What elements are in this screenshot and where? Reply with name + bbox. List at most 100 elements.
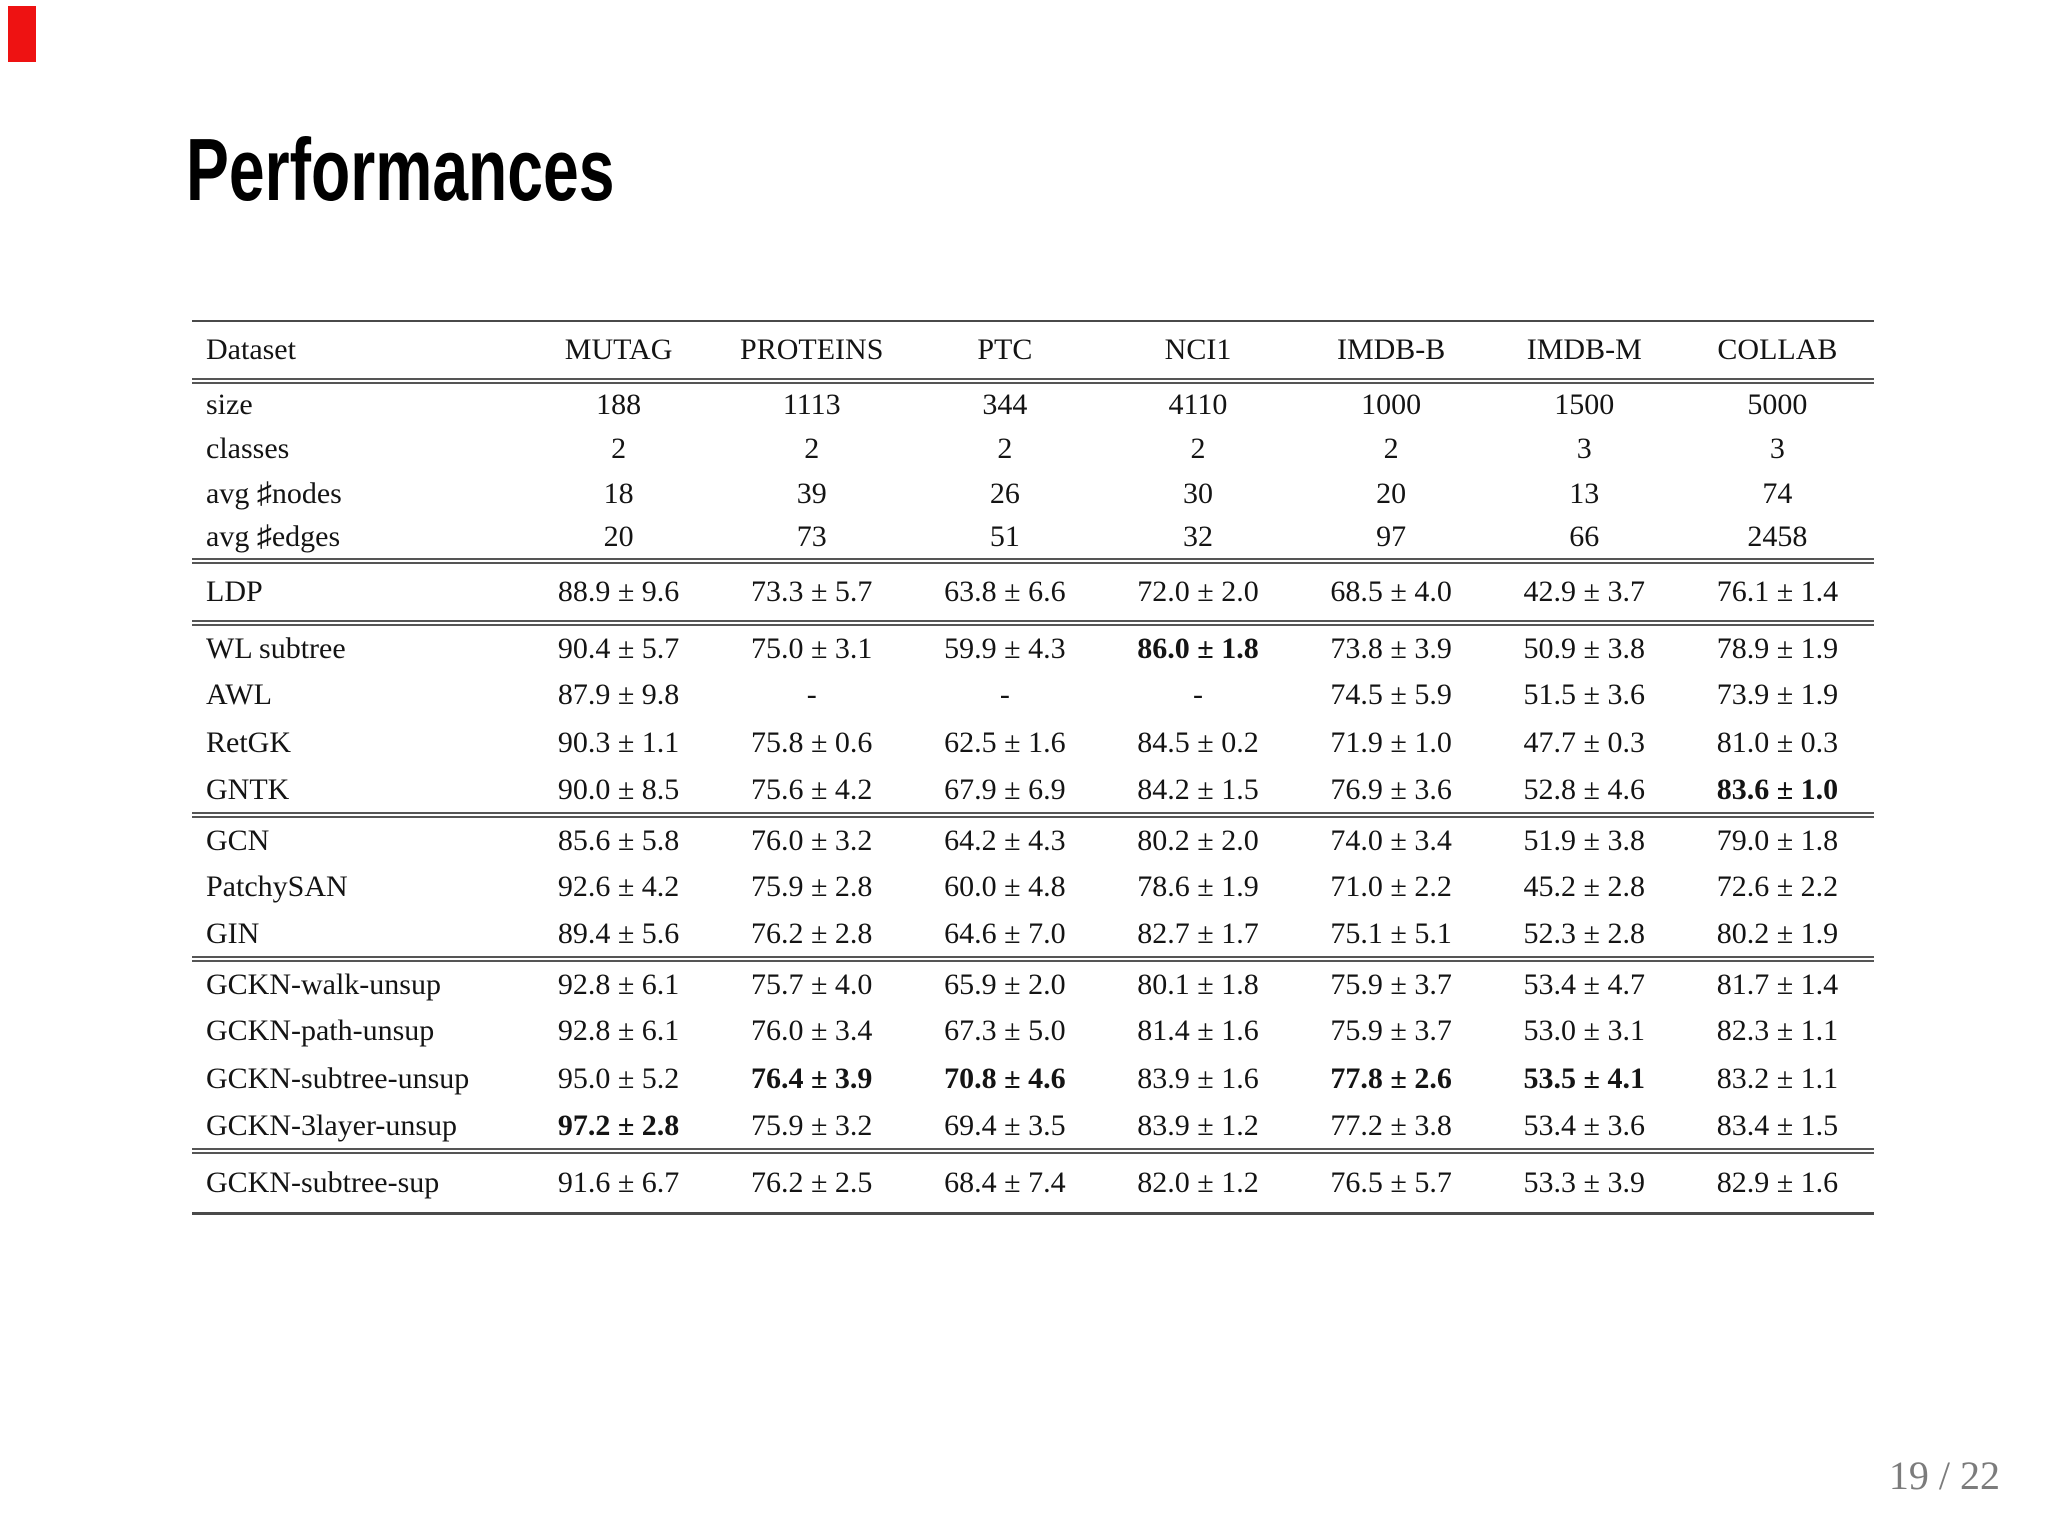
table-cell: 76.0 ± 3.2 bbox=[750, 823, 873, 857]
table-cell: 78.9 ± 1.9 bbox=[1716, 631, 1839, 665]
column-header: PROTEINS bbox=[740, 333, 884, 366]
table-cell: 5000 bbox=[1747, 388, 1808, 421]
table-cell: 80.1 ± 1.8 bbox=[1137, 967, 1259, 1001]
table-cell: 51 bbox=[989, 520, 1020, 553]
table-cell: 68.4 ± 7.4 bbox=[944, 1165, 1066, 1199]
row-label: PatchySAN bbox=[206, 870, 348, 903]
table-cell: 67.9 ± 6.9 bbox=[944, 772, 1066, 806]
table-cell: 75.9 ± 3.2 bbox=[750, 1108, 873, 1142]
table-cell: 1113 bbox=[782, 388, 841, 421]
table-cell: - bbox=[999, 678, 1010, 711]
table-cell: 92.8 ± 6.1 bbox=[557, 1014, 680, 1047]
table-cell: 69.4 ± 3.5 bbox=[944, 1108, 1066, 1142]
table-cell: 2 bbox=[1190, 431, 1206, 465]
table-cell: 76.4 ± 3.9 bbox=[750, 1062, 873, 1095]
results-table: Dataset MUTAG PROTEINS PTC NCI1 IMDB-B IMDB-M C… bbox=[192, 320, 1874, 1215]
table-cell: 90.4 ± 5.7 bbox=[557, 631, 680, 665]
table-cell: 71.0 ± 2.2 bbox=[1330, 870, 1452, 903]
table-cell: 83.9 ± 1.2 bbox=[1137, 1108, 1259, 1142]
table-cell: 4110 bbox=[1168, 388, 1228, 421]
table-cell: 62.5 ± 1.6 bbox=[944, 726, 1066, 759]
column-header: MUTAG bbox=[564, 333, 673, 366]
table-cell: 97 bbox=[1376, 520, 1407, 553]
table-cell: 63.8 ± 6.6 bbox=[944, 575, 1066, 608]
table-cell: 87.9 ± 9.8 bbox=[557, 678, 680, 711]
table-cell: 86.0 ± 1.8 bbox=[1137, 631, 1259, 665]
table-cell: 72.0 ± 2.0 bbox=[1137, 575, 1259, 608]
row-label: GNTK bbox=[206, 772, 290, 806]
table-cell: 2 bbox=[1383, 431, 1399, 465]
table-cell: 3 bbox=[1576, 431, 1592, 465]
header-row: Dataset MUTAG PROTEINS PTC NCI1 IMDB-B IMDB-M C… bbox=[192, 321, 1874, 381]
table-cell: 188 bbox=[596, 388, 642, 421]
table-row: GCKN-subtree-unsup 95.0 ± 5.2 76.4 ± 3.9 70… bbox=[192, 1055, 1874, 1103]
table-cell: 74 bbox=[1762, 476, 1793, 510]
table-row: RetGK 90.3 ± 1.1 75.8 ± 0.6 62.5 ± 1.6 84.5 … bbox=[192, 719, 1874, 767]
table-cell: 81.7 ± 1.4 bbox=[1716, 967, 1839, 1001]
table-cell: 82.3 ± 1.1 bbox=[1716, 1014, 1839, 1047]
table-cell: 20 bbox=[1376, 476, 1407, 510]
row-label: AWL bbox=[206, 678, 272, 711]
table-cell: 74.5 ± 5.9 bbox=[1330, 678, 1452, 711]
table-cell: 72.6 ± 2.2 bbox=[1716, 870, 1839, 903]
table-cell: 83.4 ± 1.5 bbox=[1716, 1108, 1839, 1142]
table-cell: 82.0 ± 1.2 bbox=[1137, 1165, 1259, 1199]
table-cell: 53.3 ± 3.9 bbox=[1523, 1165, 1645, 1199]
column-header: NCI1 bbox=[1164, 333, 1232, 366]
row-label: avg ♯edges bbox=[206, 520, 341, 553]
table-cell: 65.9 ± 2.0 bbox=[944, 967, 1066, 1001]
table-cell: 45.2 ± 2.8 bbox=[1523, 870, 1645, 903]
table-cell: 73.3 ± 5.7 bbox=[750, 575, 873, 608]
table-cell: 92.8 ± 6.1 bbox=[557, 967, 680, 1001]
row-label: GIN bbox=[206, 916, 260, 950]
column-header: COLLAB bbox=[1717, 333, 1838, 366]
table-row: avg ♯edges 20 73 51 32 97 66 2458 bbox=[192, 516, 1874, 561]
table-cell: 70.8 ± 4.6 bbox=[944, 1062, 1066, 1095]
table-cell: 75.9 ± 3.7 bbox=[1330, 967, 1452, 1001]
table-cell: 76.5 ± 5.7 bbox=[1330, 1165, 1452, 1199]
table-row: WL subtree 90.4 ± 5.7 75.0 ± 3.1 59.9 ± 4.3… bbox=[192, 623, 1874, 671]
table-cell: 76.2 ± 2.5 bbox=[750, 1165, 873, 1199]
table-cell: 20 bbox=[603, 520, 634, 553]
table-cell: 32 bbox=[1182, 520, 1213, 553]
table-row: GNTK 90.0 ± 8.5 75.6 ± 4.2 67.9 ± 6.9 84.2 ±… bbox=[192, 767, 1874, 815]
row-label: GCKN-subtree-sup bbox=[206, 1165, 440, 1199]
table-cell: 64.6 ± 7.0 bbox=[944, 916, 1066, 950]
table-cell: 83.6 ± 1.0 bbox=[1716, 772, 1839, 806]
table-cell: 77.8 ± 2.6 bbox=[1330, 1062, 1452, 1095]
table-cell: - bbox=[806, 678, 817, 711]
table-cell: 76.2 ± 2.8 bbox=[750, 916, 873, 950]
table-cell: 53.4 ± 3.6 bbox=[1523, 1108, 1645, 1142]
table-cell: 39 bbox=[796, 476, 827, 510]
table-cell: 51.5 ± 3.6 bbox=[1523, 678, 1645, 711]
row-label: WL subtree bbox=[206, 631, 346, 665]
table-row: GCKN-walk-unsup 92.8 ± 6.1 75.7 ± 4.0 65.9 … bbox=[192, 959, 1874, 1007]
table-cell: 74.0 ± 3.4 bbox=[1330, 823, 1452, 857]
table-cell: 66 bbox=[1569, 520, 1600, 553]
table-cell: 97.2 ± 2.8 bbox=[557, 1108, 680, 1142]
table-cell: 78.6 ± 1.9 bbox=[1137, 870, 1259, 903]
table-cell: 59.9 ± 4.3 bbox=[944, 631, 1066, 665]
table-cell: 53.0 ± 3.1 bbox=[1523, 1014, 1645, 1047]
table-cell: 84.5 ± 0.2 bbox=[1137, 726, 1259, 759]
table-cell: 79.0 ± 1.8 bbox=[1716, 823, 1839, 857]
table-row: AWL 87.9 ± 9.8 - - - 74.5 ± 5.9 51.5 ± 3.6 73.9… bbox=[192, 671, 1874, 719]
table-cell: 90.0 ± 8.5 bbox=[557, 772, 680, 806]
performance-table: Dataset MUTAG PROTEINS PTC NCI1 IMDB-B IMDB-M C… bbox=[192, 320, 1874, 1215]
table-cell: 53.5 ± 4.1 bbox=[1523, 1062, 1645, 1095]
table-cell: 1500 bbox=[1554, 388, 1615, 421]
table-cell: 81.0 ± 0.3 bbox=[1716, 726, 1839, 759]
table-cell: 53.4 ± 4.7 bbox=[1523, 967, 1645, 1001]
table-cell: 76.0 ± 3.4 bbox=[750, 1014, 873, 1047]
table-row: size 188 1113 344 4110 1000 1500 5000 bbox=[192, 381, 1874, 426]
table-cell: 73.8 ± 3.9 bbox=[1330, 631, 1452, 665]
table-cell: 75.8 ± 0.6 bbox=[750, 726, 873, 759]
table-cell: 83.2 ± 1.1 bbox=[1716, 1062, 1839, 1095]
table-cell: 83.9 ± 1.6 bbox=[1137, 1062, 1259, 1095]
row-label: LDP bbox=[206, 575, 263, 608]
table-cell: 75.0 ± 3.1 bbox=[750, 631, 873, 665]
dataset-column-header: Dataset bbox=[206, 333, 296, 366]
column-header: IMDB-M bbox=[1526, 333, 1642, 366]
table-row: GCKN-path-unsup 92.8 ± 6.1 76.0 ± 3.4 67.3 … bbox=[192, 1007, 1874, 1055]
table-cell: 92.6 ± 4.2 bbox=[557, 870, 680, 903]
